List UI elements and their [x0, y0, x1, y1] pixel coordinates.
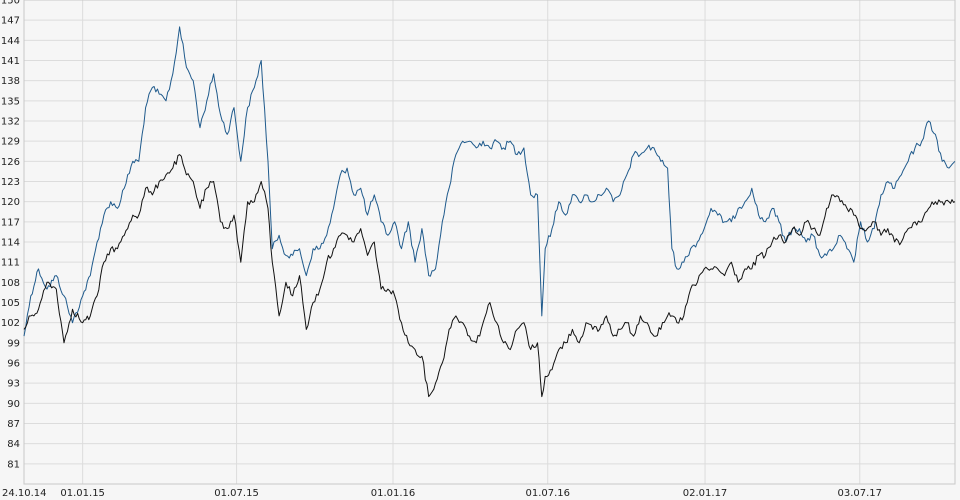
y-tick-label: 120 [1, 197, 20, 208]
y-tick-label: 138 [1, 76, 20, 87]
y-tick-label: 123 [1, 177, 20, 188]
x-tick-label: 01.01.16 [371, 488, 416, 499]
y-tick-label: 111 [1, 258, 20, 269]
x-tick-label: 24.10.14 [2, 488, 47, 499]
y-tick-label: 108 [1, 278, 20, 289]
y-tick-label: 141 [1, 56, 20, 67]
y-tick-label: 96 [7, 359, 20, 370]
y-tick-label: 144 [1, 36, 20, 47]
y-tick-label: 87 [7, 419, 20, 430]
x-tick-label: 03.07.17 [838, 488, 883, 499]
y-tick-label: 93 [7, 379, 20, 390]
series-layer [23, 26, 956, 398]
x-tick-label: 02.01.17 [683, 488, 728, 499]
y-tick-label: 99 [7, 338, 20, 349]
x-tick-label: 01.07.15 [214, 488, 259, 499]
y-tick-label: 129 [1, 137, 20, 148]
y-tick-label: 132 [1, 117, 20, 128]
x-tick-label: 01.01.15 [60, 488, 105, 499]
grid-layer [24, 0, 955, 484]
y-tick-label: 117 [1, 217, 20, 228]
y-tick-label: 126 [1, 157, 20, 168]
plot-frame [23, 0, 956, 485]
y-tick-label: 135 [1, 96, 20, 107]
y-tick-label: 81 [7, 459, 20, 470]
y-tick-label: 102 [1, 318, 20, 329]
x-tick-label: 01.07.16 [525, 488, 570, 499]
y-tick-label: 147 [1, 16, 20, 27]
y-tick-label: 105 [1, 298, 20, 309]
series-line-1 [23, 26, 956, 337]
y-tick-label: 114 [1, 238, 20, 249]
y-axis: 81 84 87 90 93 96 99 102 105 108 111 114 117 120 123 12… [1, 0, 20, 470]
x-axis: 24.10.14 01.01.15 01.07.15 01.01.16 01.07.16… [2, 488, 882, 499]
y-tick-label: 90 [7, 399, 20, 410]
y-tick-label: 150 [1, 0, 20, 7]
y-tick-label: 84 [7, 439, 20, 450]
series-line-2 [23, 154, 956, 398]
